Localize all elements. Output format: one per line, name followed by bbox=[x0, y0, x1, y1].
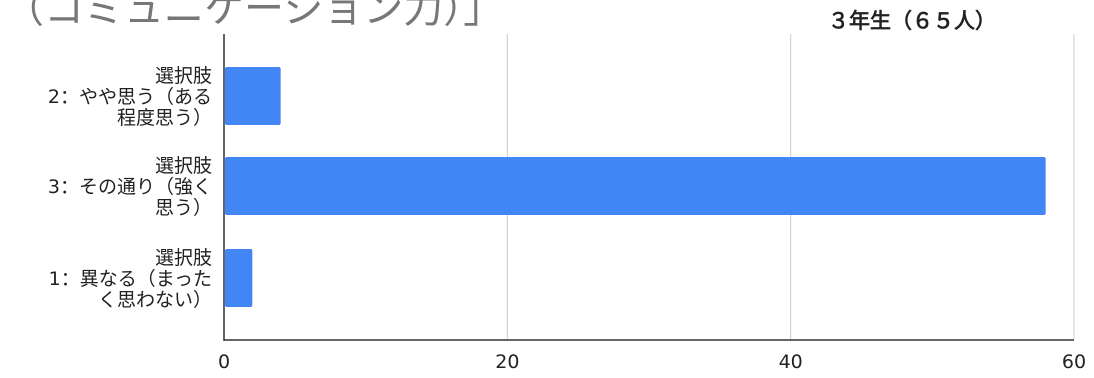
x-tick-label-20: 20 bbox=[495, 351, 519, 373]
category-label-2-line-2: 3：その通り（強く bbox=[48, 176, 212, 198]
x-tick-label-60: 60 bbox=[1062, 351, 1086, 373]
category-label-3: 選択肢 1：異なる（まったく思わない） bbox=[49, 247, 212, 311]
category-label-1-line-3: 程度思う） bbox=[117, 107, 212, 129]
category-label-1-line-2: 2：やや思う（ある bbox=[48, 86, 212, 108]
category-label-3-line-1: 選択肢 bbox=[155, 247, 212, 269]
bar-1 bbox=[225, 67, 281, 125]
category-label-3-line-3: く思わない） bbox=[98, 289, 212, 311]
bars bbox=[225, 67, 1046, 307]
x-tick-label-0: 0 bbox=[218, 351, 230, 373]
x-tick-label-40: 40 bbox=[779, 351, 803, 373]
category-labels: 選択肢 2：やや思う（ある程度思う）選択肢 3：その通り（強く思う）選択肢 1：異なる… bbox=[48, 65, 212, 311]
category-label-3-line-2: 1：異なる（まった bbox=[49, 268, 212, 290]
category-label-2-line-3: 思う） bbox=[155, 197, 212, 219]
category-label-2-line-1: 選択肢 bbox=[155, 155, 212, 177]
category-label-2: 選択肢 3：その通り（強く思う） bbox=[48, 155, 212, 219]
bar-2 bbox=[225, 157, 1046, 215]
category-label-1: 選択肢 2：やや思う（ある程度思う） bbox=[48, 65, 212, 129]
axes bbox=[223, 34, 1074, 341]
x-tick-labels: 0 20 40 60 bbox=[218, 351, 1086, 373]
category-label-1-line-1: 選択肢 bbox=[155, 65, 212, 87]
bar-3 bbox=[225, 249, 253, 307]
chart-title: （コミュニケーション力）」 bbox=[4, 0, 503, 32]
legend-series-label: ３年生（６５人） bbox=[828, 9, 996, 33]
